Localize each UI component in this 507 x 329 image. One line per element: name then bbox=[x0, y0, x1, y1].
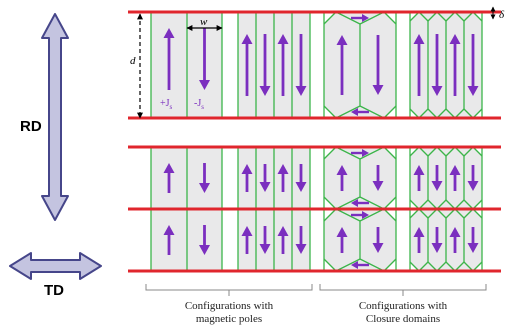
up-arrow-icon bbox=[336, 35, 348, 95]
down-arrow-icon bbox=[372, 227, 384, 253]
down-arrow-icon bbox=[431, 165, 443, 191]
domain-wall bbox=[323, 196, 337, 210]
poles-caption-line1: Configurations with bbox=[185, 300, 274, 312]
delta-label: δ bbox=[499, 9, 505, 21]
domain-wall bbox=[335, 11, 361, 25]
right-arrow-icon bbox=[351, 211, 369, 219]
left-arrow-icon bbox=[351, 199, 369, 207]
d-label: d bbox=[130, 55, 136, 67]
domain-wall bbox=[359, 105, 385, 119]
minus-js-label: -Js bbox=[194, 98, 204, 111]
domain-wall bbox=[383, 208, 397, 222]
down-arrow-icon bbox=[199, 225, 210, 255]
closure-caption-line2: Closure domains bbox=[366, 313, 440, 325]
w-label: w bbox=[200, 16, 208, 28]
closure-caption-line1: Configurations with bbox=[359, 300, 448, 312]
poles-bracket bbox=[145, 284, 313, 296]
down-arrow-icon bbox=[431, 34, 443, 96]
down-arrow-icon bbox=[199, 163, 210, 193]
up-arrow-icon bbox=[413, 227, 425, 253]
down-arrow-icon bbox=[295, 226, 307, 254]
down-arrow-icon bbox=[431, 227, 443, 253]
plus-js-label: +Js bbox=[160, 98, 173, 111]
up-arrow-icon bbox=[163, 163, 175, 193]
domain-wall bbox=[359, 258, 385, 272]
up-arrow-icon bbox=[449, 34, 461, 96]
domain-wall bbox=[383, 258, 397, 272]
domain-wall bbox=[383, 196, 397, 210]
up-arrow-icon bbox=[449, 227, 461, 253]
domain-wall bbox=[383, 105, 397, 119]
down-arrow-icon bbox=[199, 28, 210, 90]
down-arrow-icon bbox=[295, 34, 307, 96]
up-arrow-icon bbox=[413, 165, 425, 191]
double-arrow-rd-icon bbox=[41, 13, 69, 221]
strip-boundaries bbox=[128, 10, 501, 273]
domain-wall bbox=[383, 11, 397, 25]
poles-caption-line2: magnetic poles bbox=[196, 313, 262, 325]
left-arrow-icon bbox=[351, 108, 369, 116]
up-arrow-icon bbox=[241, 164, 253, 192]
down-arrow-icon bbox=[259, 164, 271, 192]
up-arrow-icon bbox=[277, 34, 289, 96]
up-arrow-icon bbox=[241, 226, 253, 254]
down-arrow-icon bbox=[467, 34, 479, 96]
double-arrow-td-icon bbox=[9, 252, 102, 280]
up-arrow-icon bbox=[163, 225, 175, 255]
td-label: TD bbox=[44, 282, 64, 299]
up-arrow-icon bbox=[336, 227, 348, 253]
domain-wall bbox=[359, 196, 385, 210]
up-arrow-icon bbox=[163, 28, 175, 90]
down-arrow-icon bbox=[467, 227, 479, 253]
domain-wall bbox=[335, 258, 361, 272]
domain-wall bbox=[335, 208, 361, 222]
down-arrow-icon bbox=[259, 226, 271, 254]
domain-wall bbox=[359, 146, 385, 160]
domain-wall bbox=[335, 105, 361, 119]
closure-bracket bbox=[319, 284, 487, 296]
right-arrow-icon bbox=[351, 149, 369, 157]
domain-wall bbox=[335, 146, 361, 160]
domain-wall bbox=[323, 11, 337, 25]
domain-wall bbox=[323, 146, 337, 160]
down-arrow-icon bbox=[372, 35, 384, 95]
up-arrow-icon bbox=[336, 165, 348, 191]
up-arrow-icon bbox=[449, 165, 461, 191]
magnetization-arrows bbox=[163, 14, 479, 269]
domain-wall bbox=[323, 208, 337, 222]
domain-wall bbox=[383, 146, 397, 160]
up-arrow-icon bbox=[413, 34, 425, 96]
right-arrow-icon bbox=[351, 14, 369, 22]
left-arrow-icon bbox=[351, 261, 369, 269]
down-arrow-icon bbox=[372, 165, 384, 191]
up-arrow-icon bbox=[277, 164, 289, 192]
domain-wall bbox=[359, 11, 385, 25]
domain-wall bbox=[359, 208, 385, 222]
rd-label: RD bbox=[20, 118, 42, 135]
up-arrow-icon bbox=[277, 226, 289, 254]
down-arrow-icon bbox=[467, 165, 479, 191]
domain-wall bbox=[335, 196, 361, 210]
down-arrow-icon bbox=[295, 164, 307, 192]
up-arrow-icon bbox=[241, 34, 253, 96]
domain-wall bbox=[323, 105, 337, 119]
down-arrow-icon bbox=[259, 34, 271, 96]
domain-fills bbox=[151, 12, 482, 271]
domain-wall bbox=[323, 258, 337, 272]
